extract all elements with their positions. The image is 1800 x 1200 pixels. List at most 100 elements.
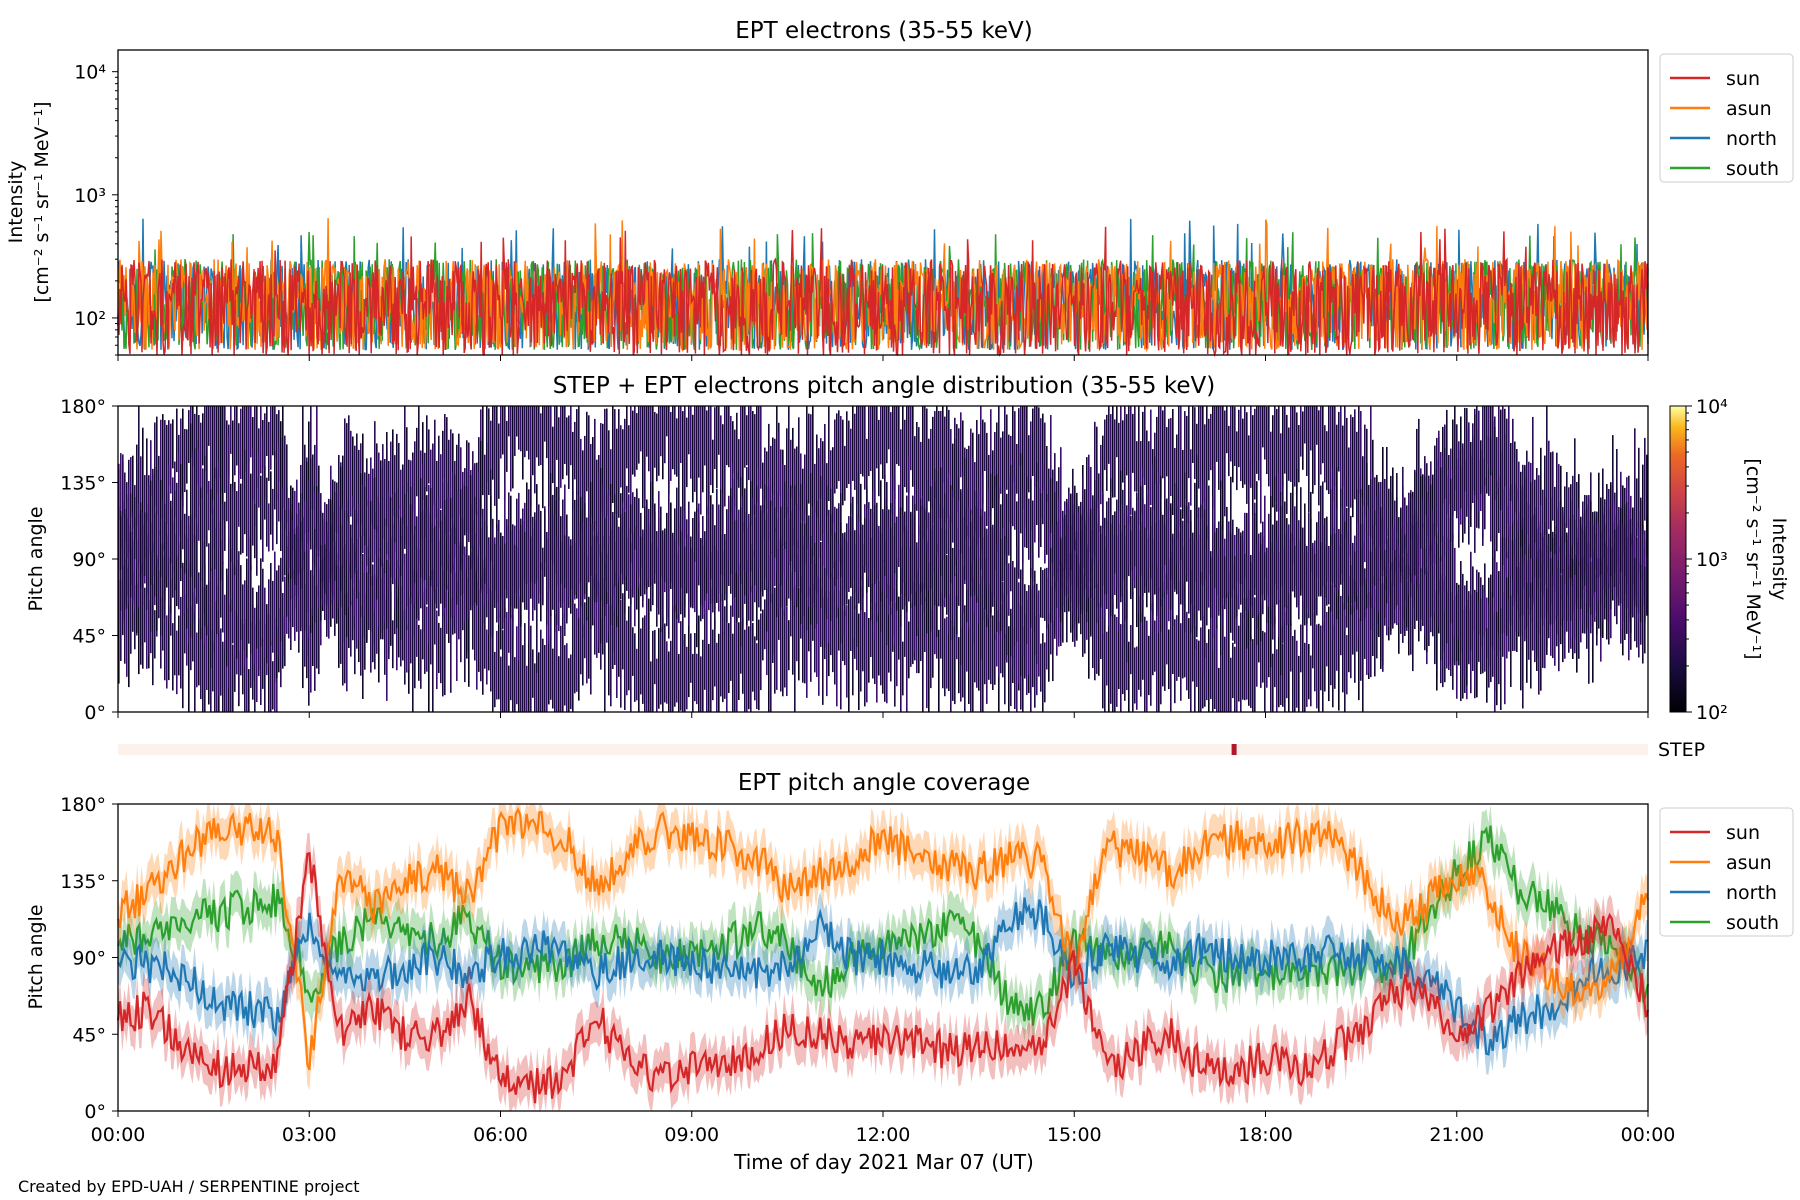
heatmap-cell	[1224, 556, 1226, 610]
heatmap-cell	[278, 442, 280, 522]
heatmap-cell	[1354, 551, 1356, 602]
heatmap-cell	[998, 530, 1000, 677]
heatmap-cell	[634, 406, 636, 477]
heatmap-cell	[950, 485, 952, 584]
heatmap-cell	[1314, 598, 1316, 692]
heatmap-cell	[418, 406, 420, 564]
heatmap-cell	[1012, 561, 1014, 667]
heatmap-cell	[1372, 471, 1374, 633]
heatmap-cell	[216, 610, 218, 712]
heatmap-cell	[1178, 581, 1180, 677]
heatmap-cell	[1004, 536, 1006, 661]
heatmap-cell	[516, 406, 518, 437]
heatmap-cell	[946, 616, 948, 689]
heatmap-cell	[906, 602, 908, 712]
heatmap-cell	[1198, 640, 1200, 712]
heatmap-cell	[796, 503, 798, 601]
heatmap-cell	[724, 406, 726, 507]
heatmap-cell	[210, 568, 212, 669]
heatmap-cell	[308, 625, 310, 706]
heatmap-cell	[302, 517, 304, 571]
heatmap-cell	[1232, 519, 1234, 590]
heatmap-cell	[1282, 643, 1284, 707]
heatmap-cell	[606, 592, 608, 643]
heatmap-cell	[874, 505, 876, 584]
heatmap-cell	[258, 454, 260, 508]
heatmap-cell	[1014, 411, 1016, 496]
heatmap-cell	[332, 545, 334, 601]
heatmap-cell	[944, 416, 946, 523]
heatmap-cell	[906, 406, 908, 493]
heatmap-cell	[1274, 476, 1276, 624]
heatmap-cell	[620, 599, 622, 708]
heatmap-cell	[1180, 406, 1182, 508]
heatmap-cell	[250, 473, 252, 570]
heatmap-cell	[630, 406, 632, 534]
heatmap-cell	[304, 501, 306, 553]
heatmap-cell	[780, 449, 782, 548]
heatmap-cell	[1266, 606, 1268, 688]
heatmap-cell	[230, 599, 232, 712]
heatmap-cell	[952, 443, 954, 498]
heatmap-cell	[364, 487, 366, 546]
heatmap-cell	[812, 406, 814, 556]
heatmap-cell	[1060, 447, 1062, 588]
heatmap-cell	[270, 406, 272, 470]
heatmap-cell	[1160, 406, 1162, 499]
heatmap-cell	[398, 524, 400, 579]
heatmap-cell	[552, 514, 554, 610]
heatmap-cell	[956, 477, 958, 559]
heatmap-cell	[1320, 625, 1322, 691]
heatmap-cell	[620, 425, 622, 488]
heatmap-cell	[1364, 578, 1366, 659]
heatmap-cell	[562, 613, 564, 712]
heatmap-cell	[634, 526, 636, 627]
colorbar-tick-label: 10⁴	[1696, 396, 1728, 418]
heatmap-cell	[994, 475, 996, 641]
heatmap-cell	[910, 602, 912, 667]
heatmap-cell	[1542, 489, 1544, 564]
heatmap-cell	[350, 524, 352, 580]
heatmap-cell	[1498, 571, 1500, 651]
heatmap-cell	[692, 653, 694, 712]
heatmap-cell	[1614, 529, 1616, 588]
heatmap-cell	[1324, 518, 1326, 599]
heatmap-cell	[210, 629, 212, 712]
heatmap-cell	[1266, 406, 1268, 474]
heatmap-cell	[838, 590, 840, 651]
heatmap-cell	[1014, 475, 1016, 530]
heatmap-cell	[354, 509, 356, 574]
heatmap-cell	[1294, 545, 1296, 598]
heatmap-cell	[1454, 406, 1456, 511]
heatmap-cell	[1364, 505, 1366, 563]
heatmap-cell	[530, 625, 532, 712]
heatmap-cell	[1240, 535, 1242, 585]
heatmap-cell	[308, 480, 310, 531]
heatmap-cell	[882, 406, 884, 479]
heatmap-cell	[846, 605, 848, 698]
heatmap-cell	[764, 599, 766, 650]
heatmap-cell	[162, 414, 164, 551]
heatmap-cell	[1336, 596, 1338, 671]
heatmap-cell	[1204, 424, 1206, 510]
heatmap-cell	[712, 439, 714, 493]
heatmap-cell	[528, 406, 530, 460]
heatmap-cell	[508, 406, 510, 437]
heatmap-cell	[1250, 406, 1252, 488]
heatmap-cell	[392, 429, 394, 516]
heatmap-cell	[716, 488, 718, 589]
heatmap-cell	[226, 469, 228, 522]
heatmap-cell	[518, 492, 520, 661]
heatmap-cell	[188, 410, 190, 463]
heatmap-cell	[944, 618, 946, 697]
heatmap-cell	[1340, 406, 1342, 508]
heatmap-cell	[118, 463, 120, 571]
heatmap-cell	[342, 514, 344, 643]
heatmap-cell	[584, 503, 586, 594]
heatmap-cell	[1178, 501, 1180, 563]
heatmap-cell	[1136, 441, 1138, 492]
heatmap-cell	[940, 593, 942, 659]
x-tick-label: 09:00	[664, 1124, 719, 1146]
heatmap-cell	[1178, 406, 1180, 527]
heatmap-cell	[1636, 478, 1638, 536]
